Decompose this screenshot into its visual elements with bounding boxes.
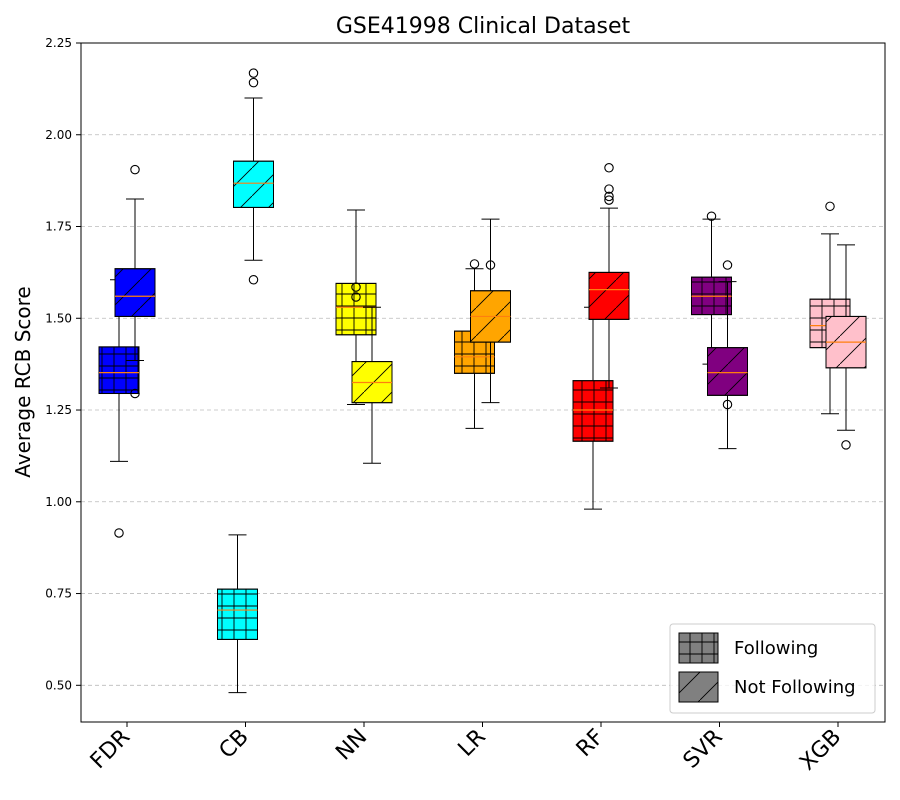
outlier-point bbox=[130, 164, 140, 175]
y-tick-label: 1.50 bbox=[45, 311, 72, 325]
y-tick-label: 1.25 bbox=[45, 403, 72, 417]
box-svr-following bbox=[691, 211, 732, 365]
outlier-point bbox=[604, 163, 614, 173]
legend-frame bbox=[669, 623, 876, 714]
legend-swatch-hatch bbox=[678, 671, 719, 703]
box-rf-following bbox=[572, 306, 614, 510]
box-hatch bbox=[114, 268, 156, 317]
y-tick-label: 1.75 bbox=[45, 220, 72, 234]
x-tick-label: RF bbox=[572, 725, 609, 762]
outlier-point bbox=[248, 77, 259, 88]
box-nn-not-following bbox=[351, 306, 393, 464]
x-tick-label: LR bbox=[454, 725, 491, 762]
y-tick-label: 2.25 bbox=[45, 36, 72, 50]
box-hatch bbox=[233, 160, 274, 208]
box-fdr-following bbox=[98, 279, 140, 538]
y-tick-label: 0.50 bbox=[45, 678, 72, 692]
y-tick-label: 0.75 bbox=[45, 587, 72, 601]
legend: Following Not Following bbox=[669, 623, 876, 714]
box-hatch bbox=[588, 271, 630, 320]
legend-label: Not Following bbox=[734, 677, 856, 698]
box-xgb-following bbox=[809, 201, 851, 415]
box-rf-not-following bbox=[588, 163, 630, 389]
outlier-point bbox=[248, 68, 259, 78]
x-tick-label: SVR bbox=[679, 725, 728, 774]
box-hatch bbox=[707, 347, 748, 396]
box-hatch bbox=[335, 282, 377, 336]
box-xgb-not-following bbox=[825, 244, 867, 450]
x-tick-label: CB bbox=[215, 725, 254, 764]
x-tick-label: XGB bbox=[795, 725, 846, 776]
outlier-point bbox=[469, 259, 480, 269]
outlier-point bbox=[351, 282, 361, 292]
box-cb-following bbox=[217, 534, 258, 694]
box-hatch bbox=[572, 380, 614, 442]
outlier-point bbox=[722, 260, 733, 270]
outlier-point bbox=[248, 274, 259, 285]
outlier-point bbox=[604, 191, 614, 202]
plot-area bbox=[98, 68, 867, 694]
outlier-point bbox=[130, 388, 140, 399]
box-svr-not-following bbox=[707, 260, 748, 450]
x-tick-label: NN bbox=[331, 725, 372, 766]
outlier-point bbox=[825, 201, 835, 212]
y-axis-label: Average RCB Score bbox=[11, 286, 35, 477]
box-hatch bbox=[217, 588, 258, 640]
outlier-point bbox=[114, 528, 124, 538]
box-hatch bbox=[98, 346, 140, 395]
outlier-point bbox=[351, 292, 361, 302]
outlier-point bbox=[604, 184, 614, 194]
x-tick-label: FDR bbox=[86, 725, 135, 774]
box-lr-not-following bbox=[470, 218, 511, 404]
legend-swatch-hatch bbox=[678, 632, 719, 664]
outlier-point bbox=[604, 195, 614, 205]
y-tick-label: 1.00 bbox=[45, 495, 72, 509]
outlier-point bbox=[841, 440, 851, 450]
box-cb-not-following bbox=[233, 68, 274, 285]
outlier-point bbox=[485, 260, 496, 270]
box-fdr-not-following bbox=[114, 164, 156, 399]
box-nn-following bbox=[335, 209, 377, 406]
y-tick-label: 2.00 bbox=[45, 128, 72, 142]
outlier-point bbox=[706, 211, 717, 221]
plot-frame bbox=[80, 42, 886, 723]
legend-label: Following bbox=[734, 638, 818, 659]
outlier-point bbox=[722, 399, 733, 410]
chart-title: GSE41998 Clinical Dataset bbox=[336, 14, 631, 39]
